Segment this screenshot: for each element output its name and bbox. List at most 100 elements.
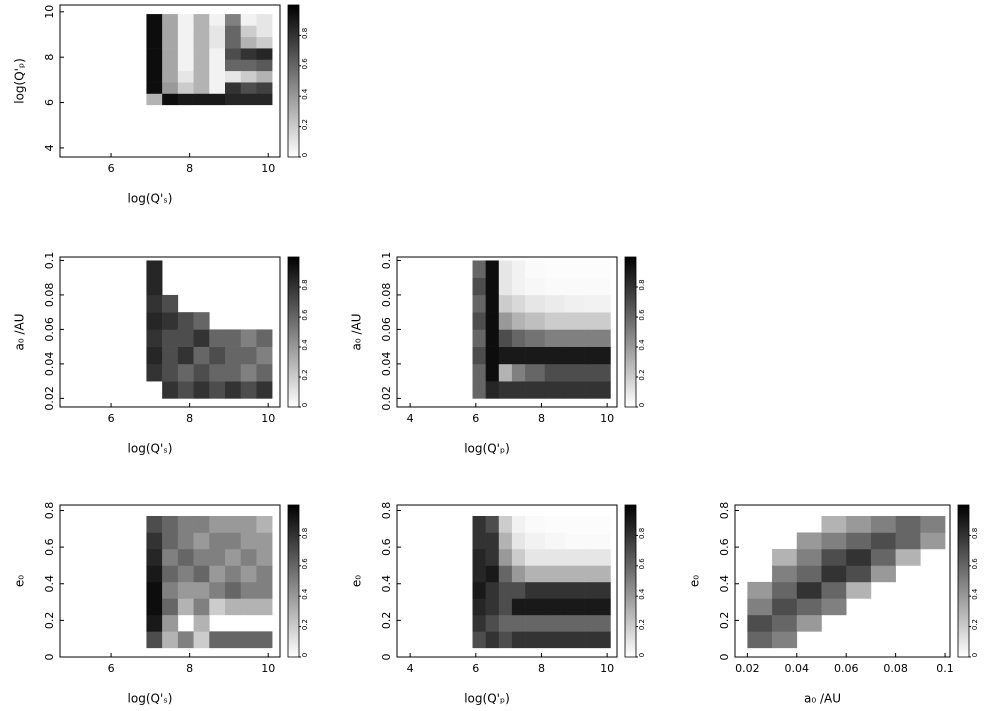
cell [209, 14, 226, 26]
cell [162, 36, 179, 49]
cell [209, 48, 226, 60]
cell [525, 381, 546, 399]
cell [162, 59, 179, 72]
cell [584, 565, 611, 583]
cell [498, 294, 513, 313]
colorbar-tick-label: 0.4 [971, 588, 979, 600]
y-axis-label: e₀ [688, 575, 702, 587]
colorbar-tick-label: 0.2 [301, 619, 309, 630]
cell [240, 14, 257, 26]
cell [772, 581, 798, 599]
colorbar-tick-label: 0.8 [971, 528, 979, 539]
cell [525, 581, 546, 599]
cell [564, 260, 585, 278]
cell [485, 381, 500, 399]
x-axis-label: log(Q'ₚ) [464, 692, 510, 706]
y-axis-label: e₀ [350, 575, 364, 587]
cell [209, 329, 226, 347]
colorbar-tick-label: 0.4 [638, 339, 646, 351]
colorbar-tick-label: 0.4 [638, 588, 646, 600]
cell [225, 36, 242, 49]
cell [772, 548, 798, 566]
cell [485, 598, 500, 616]
y-tick-label: 0.6 [718, 538, 731, 556]
x-axis-label: log(Q'ₛ) [128, 442, 173, 456]
cell [511, 312, 526, 330]
plot-frame [396, 504, 618, 658]
y-tick-label: 0.06 [43, 317, 56, 342]
cell [209, 532, 226, 550]
cell [177, 532, 194, 550]
cell [584, 260, 611, 278]
cell [498, 548, 513, 566]
cell [146, 82, 163, 94]
cell [511, 277, 526, 296]
cell [162, 93, 179, 106]
cell [821, 548, 847, 566]
cell [584, 312, 611, 330]
cell [225, 93, 242, 106]
cell [525, 329, 546, 347]
cell [225, 59, 242, 72]
cell [511, 346, 526, 365]
cell [256, 59, 273, 72]
cell [472, 277, 486, 296]
cell [525, 631, 546, 649]
cell [146, 329, 163, 347]
cell [846, 532, 872, 550]
cell [564, 329, 585, 347]
y-tick-label: 0.4 [718, 575, 731, 593]
cell [525, 312, 546, 330]
colorbar [287, 4, 300, 158]
cell [193, 614, 210, 632]
x-axis-label: log(Q'ₛ) [128, 192, 173, 206]
cell [146, 277, 163, 296]
cell [796, 614, 822, 632]
x-tick-label: 8 [186, 162, 193, 175]
colorbar-tick-label: 0.2 [638, 619, 646, 630]
cell [146, 598, 163, 616]
cell [193, 581, 210, 599]
cell [256, 581, 273, 599]
colorbar [957, 504, 970, 658]
cell [498, 346, 513, 365]
cell [209, 346, 226, 365]
cell [256, 631, 273, 649]
cell [485, 277, 500, 296]
colorbar-tick-label: 0 [638, 403, 646, 407]
cell [225, 581, 242, 599]
cell [146, 312, 163, 330]
cell [584, 294, 611, 313]
cell [256, 598, 273, 616]
y-tick-label: 8 [43, 54, 56, 61]
cell [240, 346, 257, 365]
x-tick-label: 6 [472, 412, 479, 425]
y-tick-label: 0.2 [718, 612, 731, 630]
cell [193, 515, 210, 533]
x-tick-label: 4 [407, 662, 414, 675]
cell [796, 532, 822, 550]
cell [146, 565, 163, 583]
x-tick-label: 10 [600, 412, 614, 425]
colorbar-tick-label: 0 [301, 153, 309, 157]
cell [472, 515, 486, 533]
cell [511, 381, 526, 399]
cell [193, 36, 210, 49]
cell [747, 631, 773, 649]
plot-frame [396, 256, 618, 408]
cell [511, 363, 526, 382]
cell [870, 548, 896, 566]
cell [544, 548, 565, 566]
colorbar-tick-label: 0.2 [638, 369, 646, 380]
cell [564, 381, 585, 399]
cell [564, 614, 585, 632]
colorbar-tick-label: 0.8 [638, 279, 646, 290]
cell [870, 532, 896, 550]
plot-frame [59, 256, 281, 408]
cell [498, 381, 513, 399]
y-tick-label: 0.1 [43, 252, 56, 270]
colorbar-tick-label: 0.6 [301, 309, 309, 321]
cell [209, 363, 226, 382]
cell [193, 532, 210, 550]
